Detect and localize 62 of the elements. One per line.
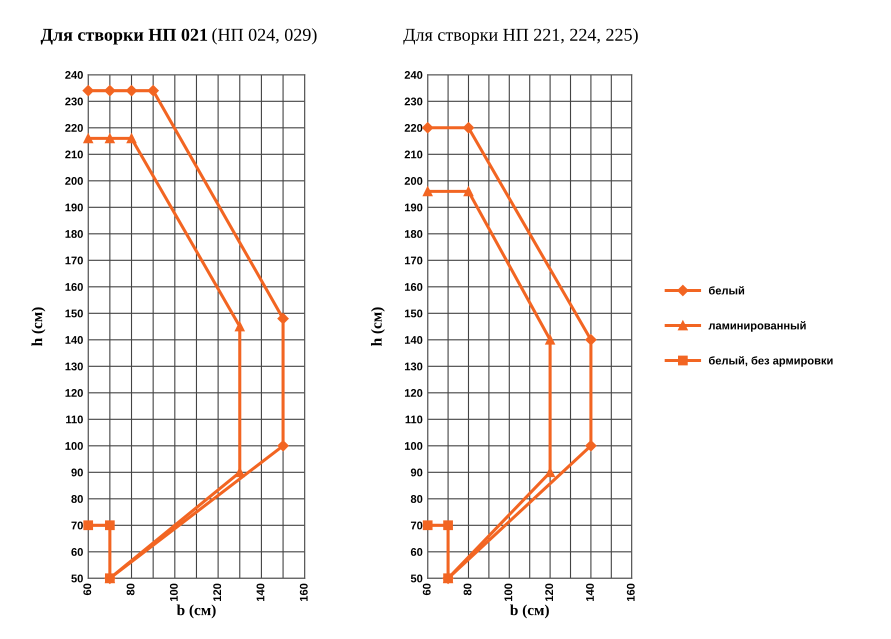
y-tick-label: 190 [66, 204, 83, 212]
y-tick-label: 60 [410, 548, 422, 556]
y-tick-label: 180 [66, 230, 83, 238]
y-tick-label: 140 [66, 336, 83, 344]
y-tick-label: 90 [71, 468, 83, 476]
y-tick-label: 240 [404, 71, 422, 79]
x-tick-label: 140 [256, 584, 264, 601]
x-tick-label: 60 [422, 584, 431, 596]
y-tick-label: 100 [66, 442, 83, 450]
x-tick-label: 80 [126, 584, 134, 596]
x-tick-label: 160 [300, 584, 308, 601]
y-tick-label: 70 [410, 522, 422, 530]
chart-title: Для створки НП 021 [40, 28, 208, 45]
y-tick-label: 210 [65, 150, 83, 158]
x-tick-label: 140 [586, 584, 594, 601]
x-axis-title: b (см) [510, 604, 549, 618]
x-tick-label: 80 [464, 584, 472, 596]
y-tick-label: 120 [66, 389, 83, 397]
x-tick-label: 100 [504, 584, 512, 601]
legend-label: белый, без армировки [708, 356, 833, 367]
y-tick-label: 140 [404, 336, 422, 344]
legend-label: белый [708, 286, 744, 294]
y-tick-label: 80 [71, 495, 83, 503]
y-tick-label: 180 [404, 230, 422, 238]
x-tick-label: 100 [170, 584, 178, 601]
y-tick-label: 220 [65, 124, 83, 132]
y-tick-label: 130 [66, 362, 83, 370]
y-axis-title: h (см) [32, 307, 46, 346]
y-tick-label: 170 [404, 256, 422, 264]
y-tick-label: 110 [66, 416, 83, 424]
y-axis-title: h (см) [370, 307, 385, 346]
y-tick-label: 120 [404, 389, 422, 397]
y-tick-label: 150 [404, 310, 422, 318]
x-tick-label: 120 [213, 584, 222, 601]
x-tick-label: 120 [545, 584, 554, 601]
y-tick-label: 100 [404, 442, 422, 450]
y-tick-label: 160 [66, 283, 83, 291]
y-tick-label: 60 [71, 548, 83, 556]
x-tick-label: 160 [626, 584, 635, 601]
y-tick-label: 240 [65, 71, 83, 79]
y-tick-label: 210 [404, 150, 422, 158]
y-tick-label: 160 [404, 283, 422, 291]
y-tick-label: 190 [404, 204, 422, 212]
chart-subtitle: (НП 024, 029) [212, 28, 317, 45]
x-tick-label: 60 [83, 584, 92, 596]
y-tick-label: 50 [410, 574, 422, 582]
y-tick-label: 150 [66, 310, 83, 318]
legend-label: ламинированный [708, 321, 806, 332]
y-tick-label: 230 [404, 98, 422, 106]
y-tick-label: 230 [65, 98, 83, 106]
y-tick-label: 170 [66, 256, 83, 264]
y-tick-label: 130 [404, 362, 422, 370]
y-tick-label: 70 [71, 522, 83, 530]
x-axis-title: b (см) [176, 604, 216, 618]
chart-title: Для створки НП 221, 224, 225) [403, 28, 638, 45]
y-tick-label: 200 [65, 177, 83, 185]
y-tick-label: 90 [410, 468, 422, 476]
y-tick-label: 220 [404, 124, 422, 132]
y-tick-label: 200 [404, 177, 422, 185]
y-tick-label: 110 [406, 416, 422, 424]
y-tick-label: 80 [410, 495, 422, 503]
y-tick-label: 50 [71, 574, 83, 582]
